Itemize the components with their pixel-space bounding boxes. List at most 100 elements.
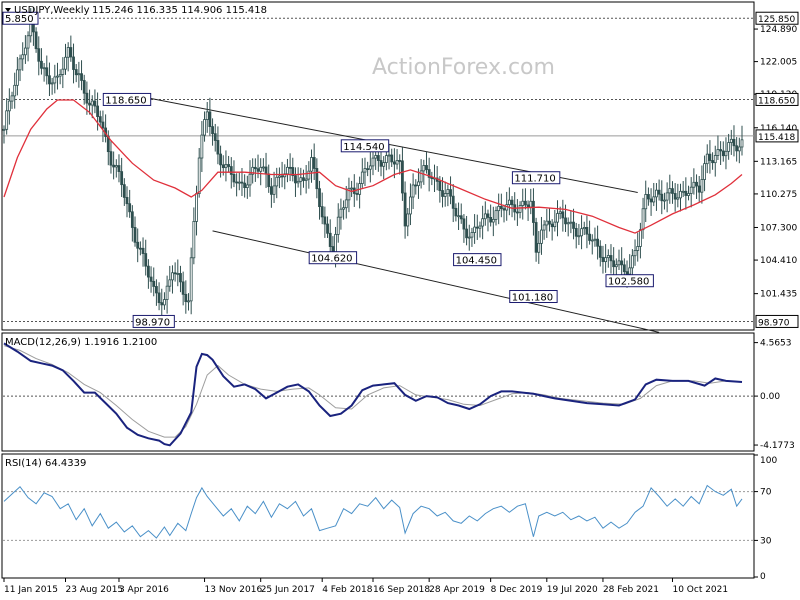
candle-body	[7, 100, 11, 112]
candle-body	[50, 82, 54, 85]
candle-body	[443, 193, 447, 197]
level-axis-label: 125.850	[758, 15, 795, 25]
candle-body	[449, 189, 452, 197]
candle-body	[90, 100, 94, 106]
moving-average-line	[3, 99, 743, 234]
candle-body	[609, 255, 613, 262]
candle-body	[334, 233, 337, 255]
candle-body	[689, 186, 693, 194]
price-tick-label: 116.140	[760, 124, 797, 134]
candle-body	[256, 168, 260, 172]
candle-body	[42, 67, 46, 70]
candle-body	[671, 188, 674, 194]
candle-body	[403, 192, 407, 227]
candle-body	[328, 232, 332, 247]
candle-body	[176, 273, 180, 275]
price-annotation-box	[509, 290, 558, 304]
candle-body	[53, 76, 57, 84]
candle-body	[409, 196, 412, 215]
candle-body	[184, 293, 188, 303]
symbol-title: USDJPY,Weekly	[14, 5, 90, 16]
candle-body	[620, 260, 624, 266]
candle-body	[120, 171, 124, 186]
dropdown-arrow-icon[interactable]	[5, 8, 11, 12]
candle-body	[532, 200, 535, 223]
macd-tick-label: 0.00	[760, 392, 780, 402]
candle-body	[534, 222, 538, 253]
candle-body	[422, 165, 426, 172]
candle-body	[286, 166, 289, 175]
candle-body	[181, 281, 185, 295]
candle-body	[574, 228, 578, 237]
candle-body	[96, 105, 99, 118]
candle-body	[470, 232, 474, 238]
candle-body	[80, 73, 83, 81]
candle-body	[649, 198, 653, 203]
candle-body	[617, 260, 621, 266]
candle-body	[26, 35, 30, 49]
candle-body	[15, 69, 19, 86]
x-tick-label: 8 Dec 2019	[491, 585, 543, 595]
macd-panel	[1, 332, 755, 452]
price-annotation-label: 111.710	[514, 174, 555, 185]
candle-body	[454, 207, 458, 217]
candle-body	[507, 199, 511, 206]
candle-body	[267, 173, 271, 188]
candle-body	[213, 133, 217, 141]
price-annotation-box	[132, 314, 175, 328]
candle-body	[323, 216, 327, 225]
candle-body	[171, 272, 174, 281]
macd-signal-line	[3, 345, 743, 438]
price-tick-label: 107.300	[760, 223, 797, 233]
candle-body	[344, 199, 348, 209]
candle-body	[144, 253, 148, 267]
macd-tick-label: -4.1773	[760, 441, 795, 451]
candle-body	[569, 221, 573, 224]
candle-body	[518, 205, 522, 213]
candle-body	[705, 153, 709, 165]
x-tick-label: 28 Apr 2019	[429, 585, 485, 595]
candle-body	[556, 213, 559, 223]
candle-body	[133, 227, 137, 243]
price-annotation-box	[511, 171, 561, 185]
candle-body	[417, 181, 420, 186]
x-tick-label: 28 Feb 2021	[603, 585, 659, 595]
ohlc-readout: 115.246 116.335 114.906 115.418	[92, 5, 267, 16]
candle-body	[302, 177, 305, 181]
rsi-tick-label: 100	[760, 456, 777, 466]
candle-body	[77, 73, 81, 76]
candle-body	[2, 128, 6, 131]
candle-body	[93, 100, 97, 107]
candle-body	[318, 188, 321, 208]
candle-body	[647, 194, 650, 200]
candle-body	[221, 164, 225, 169]
price-layer: 5.850 118.650 114.540 104.620 111.710 104.450…	[2, 7, 754, 333]
candle-body	[112, 164, 116, 168]
candle-body	[189, 257, 193, 302]
candle-body	[98, 116, 102, 123]
candle-body	[638, 229, 642, 247]
candle-body	[585, 227, 589, 235]
price-annotation-label: 5.850	[5, 14, 34, 25]
candle-body	[703, 163, 706, 180]
candle-body	[612, 260, 616, 268]
candle-body	[339, 208, 343, 218]
candle-body	[264, 166, 268, 175]
candle-body	[537, 242, 541, 253]
candle-body	[446, 189, 450, 194]
candle-body	[483, 213, 487, 220]
x-tick-label: 16 Sep 2018	[373, 585, 430, 595]
candle-body	[10, 95, 14, 102]
candle-body	[227, 164, 231, 167]
candle-body	[606, 255, 610, 259]
x-tick-label: 19 Jul 2020	[547, 585, 598, 595]
candle-body	[558, 211, 562, 214]
candle-body	[561, 211, 565, 219]
watermark: ActionForex.com	[372, 55, 555, 80]
candle-body	[366, 168, 370, 171]
candle-body	[141, 247, 145, 254]
candle-body	[21, 54, 25, 60]
price-annotation-box	[2, 11, 39, 25]
current-price-box	[755, 129, 799, 143]
